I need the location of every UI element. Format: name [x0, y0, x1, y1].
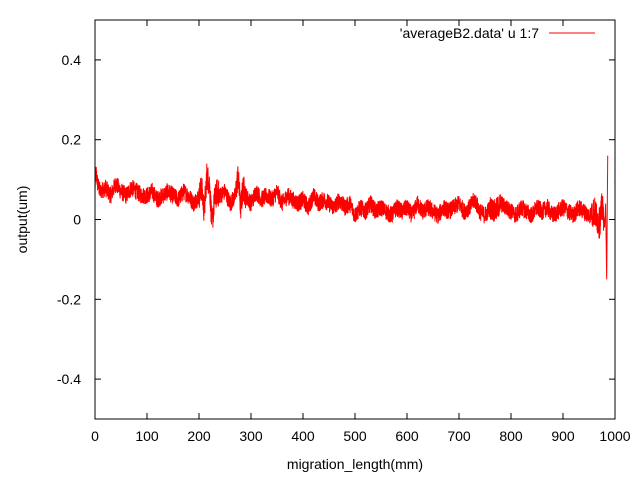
x-tick-label: 300: [239, 428, 263, 444]
x-tick-label: 600: [395, 428, 419, 444]
legend-entry-label: 'averageB2.data' u 1:7: [400, 25, 539, 41]
y-tick-label: 0.2: [62, 132, 82, 148]
x-tick-label: 500: [343, 428, 367, 444]
y-tick-label: 0.4: [62, 52, 82, 68]
x-tick-label: 200: [187, 428, 211, 444]
ticks-layer: 0 100 200 300 400 500 600 700 800 900 1000 -0.4 -0.2…: [57, 20, 631, 444]
x-tick-label: 900: [551, 428, 575, 444]
x-tick-label: 1000: [599, 428, 630, 444]
series-layer: [94, 155, 609, 280]
x-axis-label: migration_length(mm): [287, 456, 423, 472]
y-tick-label: -0.2: [57, 291, 81, 307]
series-line: [94, 155, 609, 280]
x-tick-label: 800: [499, 428, 523, 444]
plot-frame: [94, 19, 616, 420]
x-tick-label: 100: [135, 428, 159, 444]
x-tick-label: 400: [291, 428, 315, 444]
legend: 'averageB2.data' u 1:7: [400, 25, 595, 41]
y-axis-label: output(um): [14, 186, 30, 254]
x-tick-label: 700: [447, 428, 471, 444]
x-tick-label: 0: [91, 428, 99, 444]
y-tick-label: -0.4: [57, 371, 81, 387]
y-tick-label: 0: [73, 212, 81, 228]
